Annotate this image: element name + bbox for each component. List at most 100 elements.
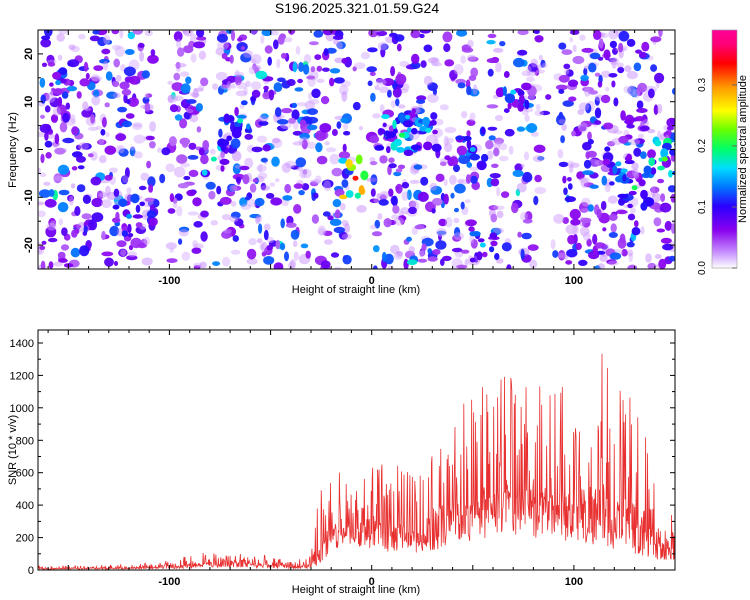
heatmap-cell xyxy=(235,90,248,97)
heatmap-cell xyxy=(564,68,570,75)
heatmap-cell xyxy=(218,128,223,138)
heatmap-cell xyxy=(263,223,271,231)
heatmap-cell xyxy=(427,93,439,104)
heatmap-hotspot xyxy=(430,119,437,126)
heatmap-hotspot xyxy=(432,129,438,135)
heatmap-cell xyxy=(239,165,250,171)
heatmap-cell xyxy=(580,177,588,188)
heatmap-cell xyxy=(195,103,203,112)
heatmap-cell xyxy=(296,166,304,172)
heatmap-cell xyxy=(284,251,289,262)
heatmap-cell xyxy=(309,41,319,46)
y-tick-label: 1000 xyxy=(10,403,34,415)
heatmap-cell xyxy=(91,75,102,82)
heatmap-hotspot xyxy=(507,102,512,110)
heatmap-cell xyxy=(579,202,590,213)
heatmap-cell xyxy=(626,38,636,47)
heatmap-cell xyxy=(470,67,479,78)
heatmap-cell xyxy=(369,157,376,162)
heatmap-hotspot xyxy=(476,251,483,261)
heatmap-cell xyxy=(322,211,331,217)
heatmap-cell xyxy=(526,71,538,77)
heatmap-cell xyxy=(307,108,318,115)
heatmap-cell xyxy=(60,244,70,251)
heatmap-cell xyxy=(291,102,298,109)
heatmap-cell xyxy=(296,102,307,107)
heatmap-cell xyxy=(186,108,194,114)
heatmap-hotspot xyxy=(220,165,225,172)
heatmap-cell xyxy=(555,84,568,91)
heatmap-hotspot xyxy=(121,230,128,238)
heatmap-cell xyxy=(76,155,86,163)
heatmap-y-axis-label: Frequency (Hz) xyxy=(7,112,19,188)
heatmap-cell xyxy=(126,255,138,261)
heatmap-cell xyxy=(61,227,68,236)
heatmap-cell xyxy=(370,224,377,230)
heatmap-hotspot xyxy=(489,246,495,253)
heatmap-cell xyxy=(315,130,327,141)
heatmap-cell xyxy=(592,233,598,245)
heatmap-cell xyxy=(76,184,86,193)
heatmap-cell xyxy=(427,248,433,254)
heatmap-cell xyxy=(313,30,324,38)
heatmap-cell xyxy=(168,136,177,147)
heatmap-cell xyxy=(105,71,113,81)
heatmap-cell xyxy=(469,166,480,171)
heatmap-cell xyxy=(430,185,443,195)
heatmap-cell xyxy=(198,85,204,91)
heatmap-hotspot xyxy=(406,127,412,133)
heatmap-cell xyxy=(366,177,378,183)
colorbar-tick-label: 0.3 xyxy=(697,78,708,92)
chart-title: S196.2025.321.01.59.G24 xyxy=(275,0,439,16)
heatmap-cell xyxy=(325,147,337,153)
heatmap-cell xyxy=(169,248,174,253)
heatmap-cell xyxy=(534,187,547,194)
heatmap-cell xyxy=(360,51,370,60)
heatmap-cell xyxy=(48,217,57,228)
heatmap-cell xyxy=(101,48,111,55)
heatmap-cell xyxy=(173,166,186,178)
heatmap-cell xyxy=(150,49,156,57)
heatmap-cell xyxy=(610,223,617,233)
heatmap-cell xyxy=(175,62,181,73)
heatmap-cell xyxy=(538,54,543,61)
heatmap-cell xyxy=(493,147,500,157)
heatmap-cell xyxy=(295,45,301,56)
heatmap-cell xyxy=(119,81,130,90)
heatmap-cell xyxy=(368,30,379,38)
heatmap-hotspot xyxy=(52,71,62,80)
heatmap-cell xyxy=(173,95,184,102)
heatmap-cell xyxy=(550,239,556,250)
heatmap-cell xyxy=(449,174,457,185)
heatmap-cell xyxy=(99,155,107,164)
heatmap-cell xyxy=(596,208,602,219)
heatmap-cell xyxy=(427,82,438,91)
heatmap-cell xyxy=(109,225,120,237)
heatmap-cell xyxy=(508,145,514,155)
y-tick-label: 1400 xyxy=(10,338,34,350)
heatmap-cell xyxy=(390,244,400,254)
heatmap-hotspot xyxy=(503,108,510,113)
heatmap-cell xyxy=(193,41,206,49)
heatmap-cell xyxy=(341,57,348,64)
heatmap-cell xyxy=(226,75,237,83)
heatmap-cell xyxy=(461,111,468,119)
heatmap-cell xyxy=(217,41,229,50)
heatmap-cell xyxy=(83,225,88,234)
heatmap-cell xyxy=(57,54,63,61)
heatmap-cell xyxy=(395,73,407,85)
heatmap-cell xyxy=(309,181,319,187)
heatmap-cell xyxy=(246,248,257,260)
heatmap-cell xyxy=(460,201,465,210)
heatmap-cell xyxy=(520,248,525,260)
heatmap-cell xyxy=(183,175,191,181)
heatmap-cell xyxy=(454,183,466,194)
heatmap-cell xyxy=(611,80,616,88)
heatmap-cell xyxy=(599,32,609,39)
heatmap-cell xyxy=(334,209,341,219)
heatmap-cell xyxy=(305,250,311,259)
heatmap-cell xyxy=(144,93,149,100)
heatmap-cell xyxy=(495,141,503,146)
heatmap-cell xyxy=(439,104,449,111)
heatmap-cell xyxy=(379,155,388,164)
